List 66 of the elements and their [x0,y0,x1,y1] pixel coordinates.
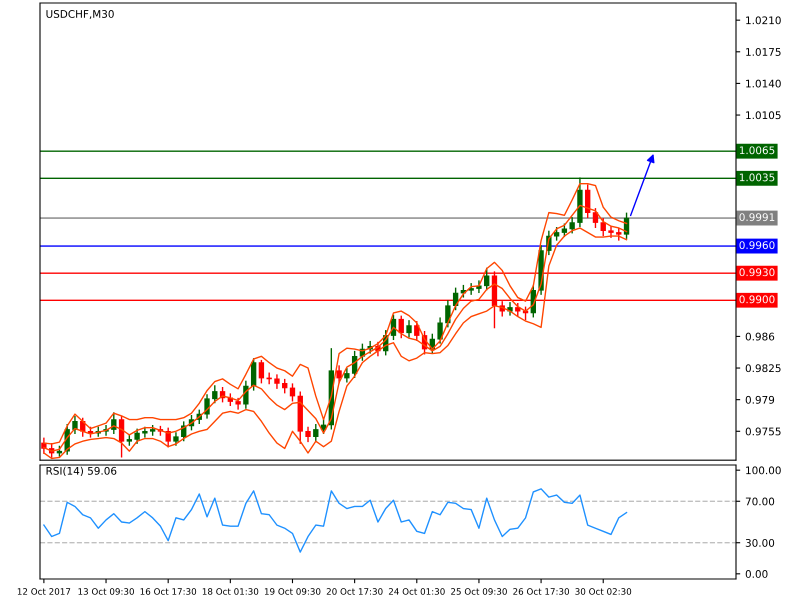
candlestick [336,364,342,384]
ref-line-label: 0.9960 [739,241,775,250]
candlestick [445,300,451,328]
candlestick [305,426,311,443]
x-tick-label: 18 Oct 01:30 [202,588,258,595]
candlestick [258,359,264,384]
candlestick [406,319,412,338]
candlestick [585,184,590,219]
candlestick [290,382,296,402]
y-tick-label: 0.9825 [746,364,781,372]
candlestick [212,384,218,404]
y-tick-label: 1.0105 [746,111,781,120]
candlestick [111,412,116,435]
candlestick [235,397,241,410]
candlestick [554,226,560,242]
candlestick [243,380,249,410]
y-tick-label: 30.00 [746,538,774,547]
candlestick [569,216,575,234]
x-tick-label: 20 Oct 17:30 [326,588,383,595]
y-tick-label: 0.986 [746,332,774,341]
chart-title: RSI(14) 59.06 [46,466,116,476]
candlestick [266,372,272,385]
candlestick [530,284,536,318]
candlestick [562,222,568,238]
candlestick [134,428,140,445]
candlestick [452,286,458,311]
x-tick-label: 19 Oct 09:30 [264,588,320,595]
y-tick-label: 1.0140 [746,80,781,88]
x-tick-label: 25 Oct 09:30 [451,588,507,595]
candlestick [126,434,132,446]
candlestick [250,357,256,392]
candlestick [56,445,62,458]
text: USDCHF,M30 [46,10,114,19]
candlestick [515,302,520,318]
candlestick [600,217,606,237]
candlestick [437,316,443,344]
candlestick [398,314,404,339]
candlestick [484,267,490,292]
candlestick [608,225,614,239]
x-tick-label: 30 Oct 02:30 [575,588,632,595]
y-tick-label: 0.979 [746,396,774,404]
candlestick [616,227,622,242]
candlestick [414,320,420,342]
y-tick-label: 100.00 [746,466,781,474]
ref-line-label: 0.9930 [739,268,775,276]
x-tick-label: 24 Oct 01:30 [388,588,445,595]
y-tick-label: 1.0175 [746,48,781,56]
ref-line-label: 1.0065 [740,146,774,154]
line-series [43,488,628,553]
candlestick [282,378,288,394]
candlestick [344,367,350,384]
ref-line-label: 0.9991 [739,213,774,222]
x-tick-label: 13 Oct 09:30 [78,588,134,595]
y-tick-label: 1.0210 [746,16,781,24]
candlestick [274,374,280,390]
candlestick [173,431,179,446]
y-tick-label: 0.00 [746,570,768,578]
candlestick [313,423,318,442]
ref-line-label: 0.9900 [739,295,775,304]
x-tick-label: 16 Oct 17:30 [140,588,196,595]
ref-line-label: 1.0035 [740,173,774,182]
y-tick-label: 70.00 [746,498,774,506]
x-tick-label: 26 Oct 17:30 [513,588,570,595]
y-tick-label: 0.9755 [746,428,781,436]
candlestick [150,424,156,436]
x-tick-label: 12 Oct 2017 [18,588,70,595]
